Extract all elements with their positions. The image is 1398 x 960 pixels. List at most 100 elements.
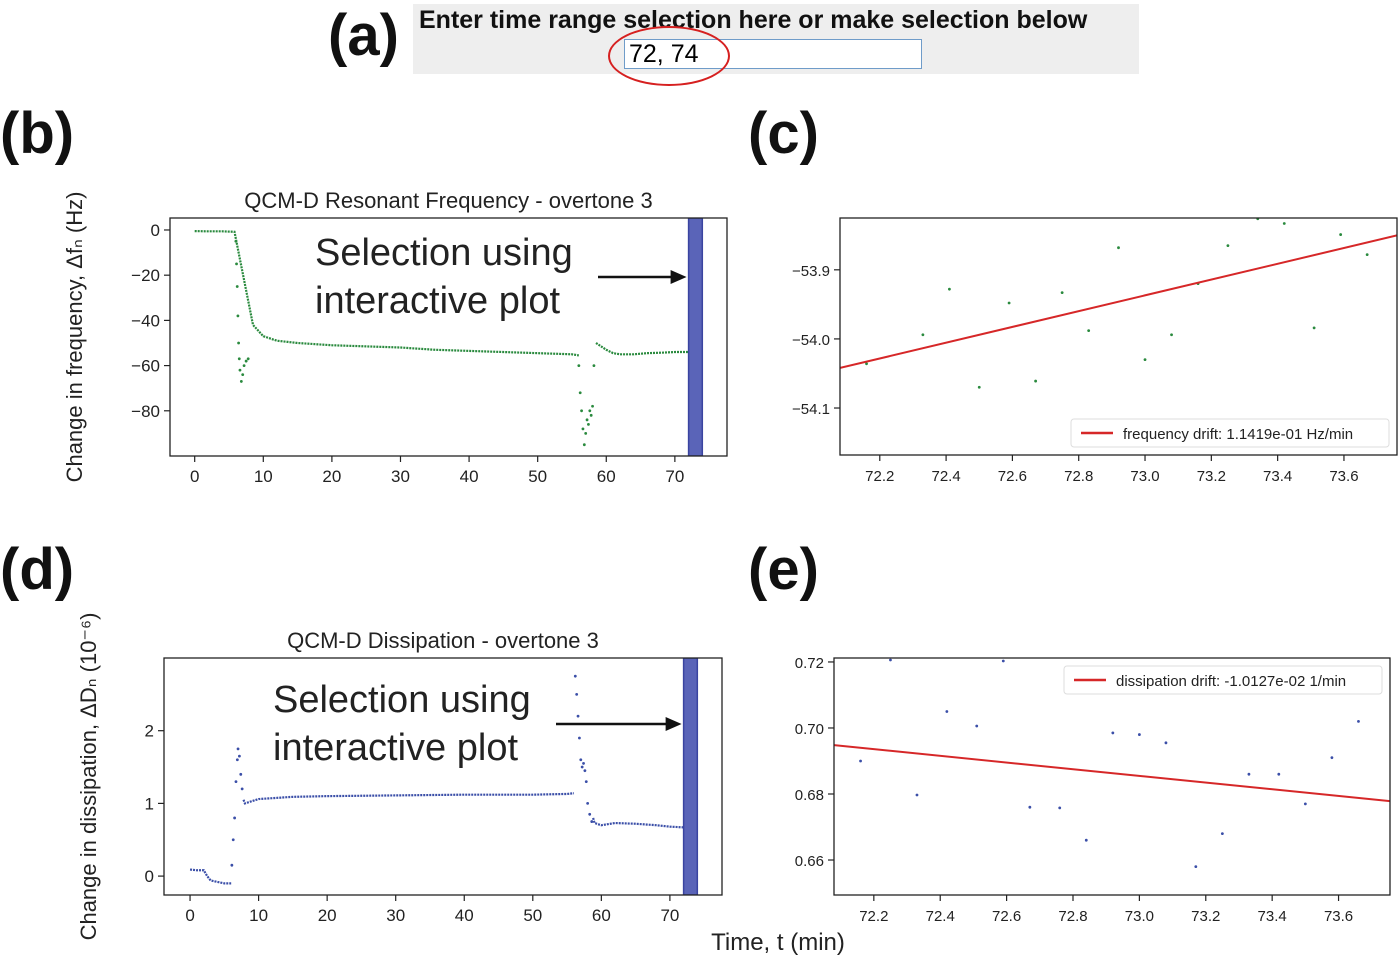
x-tick-label: 73.4: [1258, 908, 1287, 925]
selection-span: [682, 658, 699, 895]
data-line: [595, 342, 703, 356]
y-tick-label: −54.1: [792, 401, 830, 418]
data-point: [575, 692, 579, 696]
data-point: [1339, 233, 1343, 236]
x-tick-label: 10: [249, 906, 268, 925]
y-tick-label: 1: [145, 794, 154, 813]
y-tick-label: −80: [131, 402, 160, 421]
data-point: [584, 431, 588, 435]
data-line: [194, 230, 580, 357]
y-tick-label: 2: [145, 722, 154, 741]
data-point: [240, 787, 244, 791]
x-tick-label: 72.4: [931, 468, 960, 485]
data-point: [1247, 772, 1251, 776]
data-point: [238, 368, 242, 372]
x-tick-label: 73.0: [1125, 908, 1154, 925]
y-tick-label: 0: [151, 221, 160, 240]
legend-box: [1063, 665, 1383, 695]
data-point: [237, 357, 241, 361]
data-point: [1137, 733, 1141, 736]
axes-frame: [169, 217, 728, 457]
data-point: [578, 391, 582, 395]
data-point: [583, 769, 587, 773]
axes-frame: [833, 657, 1391, 896]
x-tick-label: 72.6: [992, 908, 1021, 925]
selection-span: [687, 218, 704, 456]
x-tick-label: 72.8: [1064, 468, 1093, 485]
data-point: [977, 385, 981, 389]
data-point: [1226, 244, 1230, 248]
time-range-input[interactable]: [624, 39, 922, 69]
x-tick-label: 40: [460, 467, 479, 486]
data-point: [915, 793, 919, 797]
panel-label-b: (b): [0, 101, 75, 166]
data-point: [242, 364, 246, 367]
fit-line: [834, 744, 1390, 803]
data-point: [1117, 246, 1120, 250]
x-tick-label: 72.8: [1058, 908, 1087, 925]
data-point: [1087, 329, 1091, 333]
data-point: [1164, 741, 1168, 745]
chart-title: QCM-D Dissipation - overtone 3: [287, 628, 599, 653]
axes-frame: [839, 217, 1398, 456]
panel-label-d: (d): [0, 537, 75, 602]
data-point: [859, 759, 862, 763]
arrow-head: [665, 717, 682, 731]
data-line: [592, 817, 698, 829]
data-point: [865, 362, 868, 366]
data-point: [235, 758, 239, 762]
axes-frame: [163, 657, 723, 896]
data-point: [237, 341, 240, 345]
x-tick-label: 73.6: [1324, 908, 1353, 925]
data-point: [578, 736, 581, 740]
y-tick-label: 0.66: [795, 853, 824, 870]
data-point: [576, 714, 580, 718]
x-tick-label: 10: [254, 467, 273, 486]
data-point: [1282, 222, 1286, 225]
x-axis-label: Time, t (min): [711, 929, 845, 956]
legend-box: [1070, 418, 1390, 448]
legend-label: frequency drift: 1.1419e-01 Hz/min: [1123, 426, 1353, 443]
annotation-text: interactive plot: [273, 727, 518, 769]
data-point: [945, 710, 949, 713]
data-point: [1007, 301, 1011, 305]
chart-title: QCM-D Resonant Frequency - overtone 3: [244, 188, 652, 213]
y-axis-label: Change in frequency, Δfₙ (Hz): [62, 192, 87, 483]
data-point: [239, 380, 243, 383]
data-point: [579, 758, 583, 762]
chart-c: 72.2 72.4 72.6 72.8 73.0 73.2 73.4 73.6 −53.9 −54…: [792, 217, 1398, 485]
data-point: [975, 724, 979, 728]
plot-area: [840, 218, 1397, 389]
plot-area: [189, 658, 699, 895]
panel-label-e: (e): [748, 537, 819, 602]
panel-label-c: (c): [748, 101, 819, 166]
x-tick-label: 73.2: [1197, 468, 1226, 485]
chart-b: 0 10 20 30 40 50 60 70 0 −20 −40 −60 −80 QCM-D Resona…: [62, 188, 728, 486]
data-point: [1220, 832, 1224, 836]
y-tick-label: −40: [131, 311, 160, 330]
data-point: [587, 422, 590, 426]
data-point: [241, 373, 245, 377]
data-point: [236, 314, 240, 318]
plot-area: [194, 218, 704, 456]
chart-d: 0 10 20 30 40 50 60 70 0 1 2 QCM-D Dissipation - ov…: [76, 613, 845, 956]
data-point: [1143, 358, 1147, 362]
data-line: [189, 868, 232, 885]
data-point: [577, 364, 581, 367]
x-tick-label: 72.6: [998, 468, 1027, 485]
data-point: [230, 863, 234, 867]
x-tick-label: 40: [455, 906, 474, 925]
x-tick-label: 0: [190, 467, 199, 486]
data-point: [1111, 731, 1115, 735]
data-point: [1194, 865, 1198, 869]
legend-label: dissipation drift: -1.0127e-02 1/min: [1116, 673, 1346, 690]
data-point: [585, 418, 589, 422]
data-point: [1357, 719, 1360, 723]
data-point: [234, 780, 238, 783]
x-tick-label: 30: [386, 906, 405, 925]
x-tick-label: 72.4: [926, 908, 955, 925]
y-tick-label: 0.72: [795, 655, 824, 672]
data-point: [589, 413, 593, 417]
data-point: [236, 747, 240, 751]
